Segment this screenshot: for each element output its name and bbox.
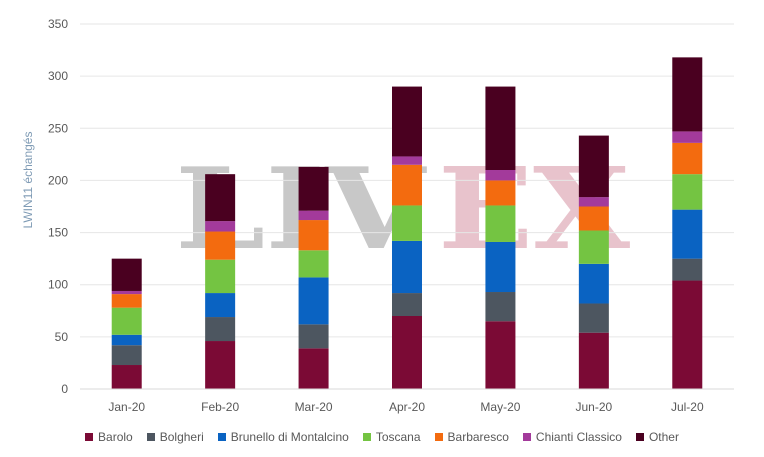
bar-segment <box>205 221 236 232</box>
bar-segment <box>578 303 609 333</box>
legend-label: Toscana <box>375 430 421 444</box>
bar-segment <box>111 294 142 308</box>
legend-label: Barolo <box>98 430 133 444</box>
x-tick-label: Apr-20 <box>389 400 425 414</box>
legend-item: Barolo <box>85 428 133 446</box>
bar-segment <box>485 321 516 389</box>
x-axis-ticks: Jan-20 Feb-20 Mar-20 Apr-20 May-20 Jun-20 Jul-… <box>108 400 704 414</box>
bar-segment <box>392 293 422 316</box>
bar-segment <box>298 210 329 221</box>
bar-segment <box>672 57 703 132</box>
bar-segment <box>392 164 422 206</box>
bar-segment <box>485 205 516 242</box>
bar-segment <box>111 258 142 291</box>
bars <box>111 57 703 389</box>
y-tick-label: 50 <box>55 330 69 344</box>
y-tick-label: 100 <box>48 278 68 292</box>
x-tick-label: Mar-20 <box>295 400 333 414</box>
legend-swatch <box>85 433 94 441</box>
bar-segment <box>485 180 516 206</box>
bar-segment <box>578 197 609 207</box>
legend-swatch <box>146 433 155 441</box>
bar-segment <box>578 332 609 389</box>
legend-item: Other <box>635 428 679 446</box>
legend-swatch <box>217 433 226 441</box>
legend-swatch <box>434 433 443 441</box>
bar-segment <box>672 142 703 175</box>
bar-segment <box>672 280 703 389</box>
y-axis-ticks: 0 50 100 150 200 250 300 350 <box>48 17 68 396</box>
bar-segment <box>298 250 329 278</box>
legend-label: Barbaresco <box>447 430 509 444</box>
bar-segment <box>205 259 236 294</box>
bar-segment <box>672 131 703 143</box>
bar-segment <box>205 174 236 222</box>
bar-segment <box>392 156 422 165</box>
y-tick-label: 300 <box>48 69 68 83</box>
legend-item: Brunello di Montalcino <box>217 428 349 446</box>
bar-segment <box>578 135 609 198</box>
legend-item: Bolgheri <box>146 428 204 446</box>
x-tick-label: Jun-20 <box>576 400 613 414</box>
bar-segment <box>578 206 609 231</box>
bar-segment <box>485 292 516 322</box>
bar-segment <box>298 166 329 211</box>
bar-segment <box>392 205 422 241</box>
bar-segment <box>205 341 236 389</box>
legend-item: Toscana <box>362 428 421 446</box>
bar-segment <box>392 240 422 294</box>
y-axis-label: LWIN11 échangés <box>21 132 35 229</box>
legend: Barolo Bolgheri Brunello di Montalcino Tosc… <box>0 428 764 446</box>
legend-item: Barbaresco <box>434 428 509 446</box>
bar-segment <box>672 209 703 259</box>
bar-segment <box>205 317 236 342</box>
bar-segment <box>578 263 609 304</box>
y-tick-label: 150 <box>48 226 68 240</box>
bar-segment <box>111 307 142 335</box>
bar-segment <box>298 277 329 325</box>
y-tick-label: 250 <box>48 121 68 135</box>
bar-segment <box>485 86 516 170</box>
x-tick-label: Jan-20 <box>108 400 145 414</box>
legend-swatch <box>362 433 371 441</box>
bar-segment <box>205 293 236 318</box>
x-tick-label: Feb-20 <box>201 400 239 414</box>
bar-segment <box>298 220 329 251</box>
bar-segment <box>298 348 329 389</box>
x-tick-label: Jul-20 <box>671 400 704 414</box>
bar-segment <box>111 345 142 366</box>
x-tick-label: May-20 <box>480 400 520 414</box>
bar-segment <box>205 231 236 260</box>
bar-segment <box>485 241 516 293</box>
bar-segment <box>298 324 329 349</box>
bar-segment <box>578 230 609 264</box>
legend-label: Other <box>648 430 679 444</box>
bar-segment <box>485 170 516 181</box>
y-tick-label: 350 <box>48 17 68 31</box>
legend-item: Chianti Classico <box>522 428 622 446</box>
bar-segment <box>111 365 142 389</box>
legend-label: Bolgheri <box>159 430 204 444</box>
bar-segment <box>672 174 703 210</box>
bar-segment <box>392 86 422 157</box>
legend-swatch <box>635 433 644 441</box>
legend-label: Brunello di Montalcino <box>230 430 349 444</box>
y-tick-label: 0 <box>61 382 68 396</box>
bar-segment <box>111 334 142 346</box>
bar-segment <box>111 290 142 295</box>
bar-segment <box>392 316 422 389</box>
legend-label: Chianti Classico <box>535 430 622 444</box>
legend-swatch <box>522 433 531 441</box>
bar-segment <box>672 258 703 281</box>
y-tick-label: 200 <box>48 173 68 187</box>
